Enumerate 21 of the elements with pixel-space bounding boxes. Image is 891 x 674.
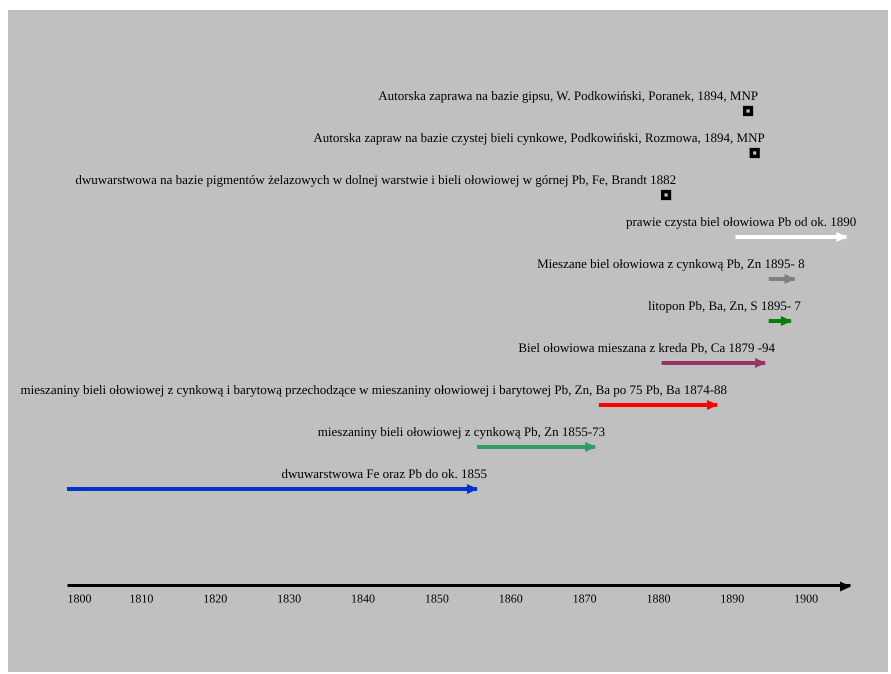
x-tick-label: 1900 [794, 592, 818, 606]
x-tick-label: 1800 [68, 592, 92, 606]
x-tick-label: 1890 [720, 592, 744, 606]
y-tick-label: dwuwarstwowa Fe oraz Pb do ok. 1855 [282, 466, 487, 481]
y-tick-label: prawie czysta biel ołowiowa Pb od ok. 1890 [626, 214, 856, 229]
x-tick-label: 1870 [572, 592, 597, 606]
x-tick-label: 1880 [646, 592, 670, 606]
x-tick-label: 1840 [350, 592, 375, 606]
y-tick-label: Autorska zapraw na bazie czystej bieli cynkowe, Podkowiński, Rozmowa, 1894, MNP [313, 130, 765, 145]
y-tick-label: litopon Pb, Ba, Zn, S 1895- 7 [648, 298, 802, 313]
y-tick-label: dwuwarstwowa na bazie pigmentów żelazowych w dolnej warstwie i bieli ołowiowej w górnej Pb, Fe, Brandt 1882 [75, 172, 676, 187]
x-tick-label: 1810 [129, 592, 154, 606]
y-tick-label: mieszaniny bieli ołowiowej z cynkową i barytową przechodzące w mieszaniny ołowiowej i barytowej Pb, Zn, Ba po 75 Pb, Ba 1874-88 [20, 382, 728, 397]
x-tick-label: 1860 [498, 592, 523, 606]
y-tick-label: Biel ołowiowa mieszana z kreda Pb, Ca 1879 -94 [518, 340, 776, 355]
x-tick-label: 1820 [203, 592, 228, 606]
y-tick-label: Autorska zaprawa na bazie gipsu, W. Podkowiński, Poranek, 1894, MNP [378, 88, 758, 103]
x-tick-label: 1830 [277, 592, 302, 606]
x-tick-label: 1850 [424, 592, 449, 606]
y-tick-label: Mieszane biel ołowiowa z cynkową Pb, Zn 1895- 8 [537, 256, 805, 271]
y-tick-label: mieszaniny bieli ołowiowej z cynkową Pb, Zn 1855-73 [318, 424, 606, 439]
